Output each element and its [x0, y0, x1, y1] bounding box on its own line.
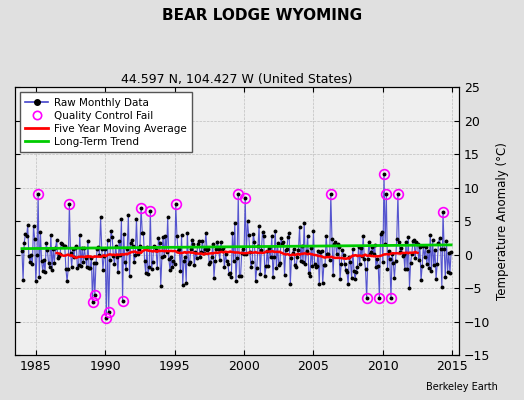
Y-axis label: Temperature Anomaly (°C): Temperature Anomaly (°C) — [496, 142, 509, 300]
Text: BEAR LODGE WYOMING: BEAR LODGE WYOMING — [162, 8, 362, 23]
Title: 44.597 N, 104.427 W (United States): 44.597 N, 104.427 W (United States) — [122, 73, 353, 86]
Text: Berkeley Earth: Berkeley Earth — [426, 382, 498, 392]
Legend: Raw Monthly Data, Quality Control Fail, Five Year Moving Average, Long-Term Tren: Raw Monthly Data, Quality Control Fail, … — [20, 92, 191, 152]
